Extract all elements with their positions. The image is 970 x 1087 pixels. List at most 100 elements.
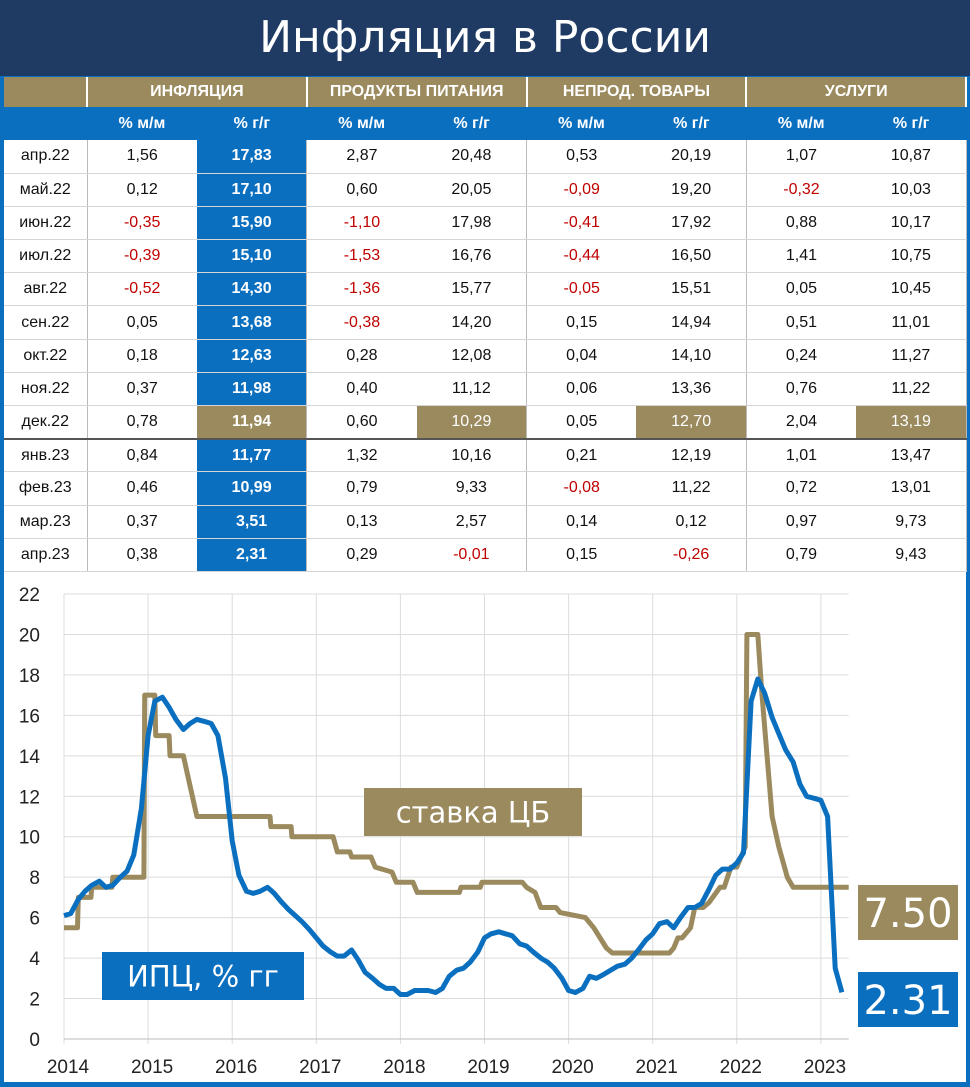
table-cell: 15,90	[196, 206, 308, 241]
table-cell: 15,77	[416, 272, 528, 307]
table-cell: 0,88	[746, 206, 857, 241]
table-cell: 13,36	[636, 372, 747, 407]
table-cell: 13,01	[856, 471, 967, 506]
table-cell: 0,60	[306, 405, 417, 440]
table-cell: 1,07	[746, 140, 857, 174]
table-cell: 14,10	[636, 339, 747, 373]
table-cell: 1,01	[746, 438, 857, 473]
group-header: ПРОДУКТЫ ПИТАНИЯ	[306, 77, 528, 107]
table-cell: 0,40	[306, 372, 417, 407]
row-label: авг.22	[4, 272, 88, 307]
table-cell: 0,76	[746, 372, 857, 407]
table-cell: 15,10	[196, 239, 308, 274]
subheader-cell: % г/г	[856, 107, 967, 140]
table-cell: -1,53	[306, 239, 417, 274]
table-cell: -0,52	[87, 272, 197, 307]
table-cell: 14,20	[416, 305, 528, 340]
y-tick-label: 18	[19, 666, 40, 687]
series-line-cpi	[63, 676, 845, 997]
subheader-cell: % м/м	[526, 107, 637, 140]
subheader-row: % м/м% г/г% м/м% г/г% м/м% г/г% м/м% г/г	[4, 107, 967, 140]
legend-key-rate: ставка ЦБ	[396, 795, 551, 829]
table-cell: 9,73	[856, 505, 967, 539]
end-label-key-rate-box	[858, 885, 958, 940]
table-cell: 12,08	[416, 339, 528, 373]
table-cell: 0,38	[87, 538, 197, 572]
table-cell: 12,19	[636, 438, 747, 473]
table-cell: 14,94	[636, 305, 747, 340]
table-cell: 14,30	[196, 272, 308, 307]
table-row: апр.22 1,56 17,83 2,87 20,48 0,53 20,19 1,07 10,…	[4, 140, 967, 174]
table-cell: 0,04	[526, 339, 637, 373]
table-row: янв.23 0,84 11,77 1,32 10,16 0,21 12,19 1,01 13,…	[4, 438, 967, 473]
chart-area: 0 2 4 6 8 10 12 14 16 18 20 22 2014 2015 2016 2017 2018 2…	[4, 572, 966, 1082]
row-label: мар.23	[4, 505, 88, 539]
table-cell: 0,37	[87, 372, 197, 407]
table-cell: -1,36	[306, 272, 417, 307]
table-cell: 0,05	[87, 305, 197, 340]
table-cell: 0,97	[746, 505, 857, 539]
table-row: ноя.22 0,37 11,98 0,40 11,12 0,06 13,36 0,76 11,…	[4, 372, 967, 407]
table-cell: 0,24	[746, 339, 857, 373]
table-cell: 10,03	[856, 173, 967, 207]
table-cell: 9,33	[416, 471, 528, 506]
y-tick-label: 2	[29, 990, 40, 1011]
x-tick-label: 2014	[47, 1057, 90, 1078]
table-cell: 0,60	[306, 173, 417, 207]
table-cell: 0,79	[306, 471, 417, 506]
table-cell: -0,05	[526, 272, 637, 307]
table-cell: 1,56	[87, 140, 197, 174]
table-cell: 0,05	[746, 272, 857, 307]
table-cell: 2,57	[416, 505, 528, 539]
subheader-cell: % г/г	[196, 107, 307, 140]
x-tick-label: 2015	[131, 1057, 173, 1078]
table-cell: -0,38	[306, 305, 417, 340]
table-cell: 0,46	[87, 471, 197, 506]
x-tick-label: 2017	[299, 1057, 341, 1078]
table-cell: 0,14	[526, 505, 637, 539]
table-row: май.22 0,12 17,10 0,60 20,05 -0,09 19,20 -0,32 1…	[4, 173, 967, 207]
table-cell: 1,41	[746, 239, 857, 274]
table-cell: 16,50	[636, 239, 747, 274]
table-cell: 0,13	[306, 505, 417, 539]
row-label: ноя.22	[4, 372, 88, 407]
subheader-cell: % г/г	[636, 107, 747, 140]
table-cell: 0,21	[526, 438, 637, 473]
row-label: фев.23	[4, 471, 88, 506]
page-title: Инфляция в России	[0, 0, 970, 76]
table-cell: 11,98	[196, 372, 308, 407]
table-cell: 17,83	[196, 140, 308, 174]
group-header: УСЛУГИ	[746, 77, 968, 107]
x-tick-label: 2023	[804, 1057, 846, 1078]
table-cell: 0,84	[87, 438, 197, 473]
row-label: июл.22	[4, 239, 88, 274]
table-cell: 1,32	[306, 438, 417, 473]
y-tick-label: 16	[19, 706, 40, 727]
table-cell: 0,79	[746, 538, 857, 572]
table-cell: 13,47	[856, 438, 967, 473]
table-cell: 0,37	[87, 505, 197, 539]
table-row: апр.23 0,38 2,31 0,29 -0,01 0,15 -0,26 0,79 9,43	[4, 538, 967, 572]
table-cell: 0,78	[87, 405, 197, 440]
table-cell: -0,26	[636, 538, 747, 572]
subheader-cell: % м/м	[746, 107, 857, 140]
table-cell: 20,05	[416, 173, 528, 207]
table-cell: 10,87	[856, 140, 967, 174]
table-cell: 11,22	[856, 372, 967, 407]
row-label: дек.22	[4, 405, 88, 440]
table-cell: -0,41	[526, 206, 637, 241]
y-tick-label: 0	[29, 1030, 40, 1051]
table-row: окт.22 0,18 12,63 0,28 12,08 0,04 14,10 0,24 11,…	[4, 339, 967, 373]
table-cell: 11,01	[856, 305, 967, 340]
subheader-cell: % м/м	[87, 107, 197, 140]
table-cell: 2,87	[306, 140, 417, 174]
table-cell: 11,77	[196, 438, 308, 473]
y-tick-label: 6	[29, 909, 40, 930]
table-cell: 0,53	[526, 140, 637, 174]
y-tick-label: 14	[19, 747, 41, 768]
corner-cell	[4, 77, 88, 107]
x-tick-label: 2018	[383, 1057, 425, 1078]
table-cell: 13,68	[196, 305, 308, 340]
x-tick-label: 2019	[467, 1057, 509, 1078]
